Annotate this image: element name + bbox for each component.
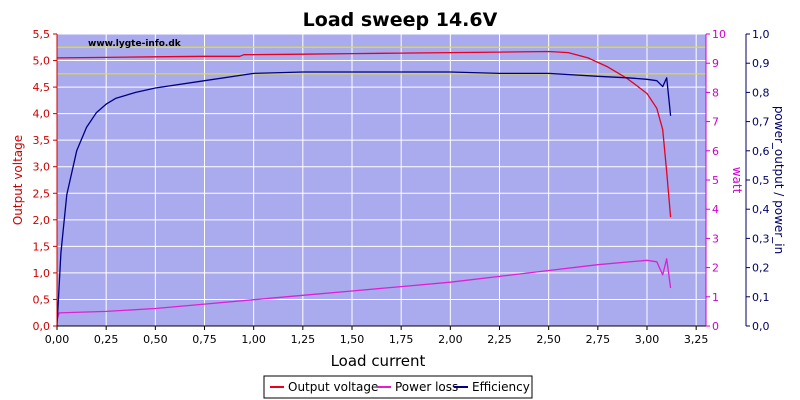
- x-tick-label: 2,75: [586, 333, 611, 346]
- x-tick-label: 2,25: [487, 333, 512, 346]
- watermark: www.lygte-info.dk: [88, 39, 182, 49]
- y-right1-tick-label: 10: [712, 28, 726, 41]
- y-left-tick-label: 1,0: [33, 267, 51, 280]
- y-left-tick-label: 4,5: [33, 81, 51, 94]
- y-right2-tick-label: 0,0: [752, 320, 770, 333]
- x-tick-label: 3,00: [635, 333, 660, 346]
- legend: Output voltage Power loss Efficiency: [263, 375, 533, 399]
- x-axis-label: Load current: [331, 352, 426, 370]
- x-tick-label: 0,50: [143, 333, 168, 346]
- y-axis-left-label: Output voltage: [11, 135, 25, 225]
- legend-box: [263, 375, 533, 399]
- series-line: [56, 50, 672, 218]
- y-right1-tick-label: 7: [712, 116, 719, 129]
- x-tick-label: 0,25: [94, 333, 119, 346]
- x-tick-label: 0,00: [45, 333, 70, 346]
- legend-item-label: Efficiency: [472, 380, 530, 394]
- y-left-tick-label: 3,5: [33, 134, 51, 147]
- legend-item-label: Power loss: [395, 380, 458, 394]
- x-tick-label: 1,75: [389, 333, 414, 346]
- plot-area: [56, 33, 706, 327]
- y-right2-tick-label: 0,7: [752, 116, 770, 129]
- series-line: [56, 71, 672, 327]
- legend-item-label: Output voltage: [288, 380, 378, 394]
- y-right1-tick-label: 8: [712, 86, 719, 99]
- y-left-tick-label: 5,5: [33, 28, 51, 41]
- y-left-tick-label: 0,5: [33, 293, 51, 306]
- y-axis-right1-label: watt: [730, 167, 744, 194]
- y-right2-tick-label: 0,3: [752, 232, 770, 245]
- y-right2-tick-label: 0,5: [752, 174, 770, 187]
- x-tick-label: 1,00: [241, 333, 266, 346]
- chart-title: Load sweep 14.6V: [303, 9, 498, 31]
- y-right2-tick-label: 0,1: [752, 291, 770, 304]
- axes: 0,00 0,25 0,50 0,75 1,00 1,25 1,50 1,75 2,00 2,25…: [33, 28, 770, 346]
- x-tick-label: 1,25: [291, 333, 316, 346]
- y-axis-right2-label: power_output / power_in: [772, 106, 786, 254]
- x-tick-label: 2,50: [536, 333, 561, 346]
- y-left-tick-label: 2,5: [33, 187, 51, 200]
- x-tick-label: 0,75: [192, 333, 217, 346]
- y-left-tick-label: 4,0: [33, 108, 51, 121]
- y-left-tick-label: 5,0: [33, 55, 51, 68]
- y-right2-tick-label: 0,2: [752, 262, 770, 275]
- plot-background: [57, 34, 706, 326]
- x-tick-label: 3,25: [684, 333, 709, 346]
- y-right1-tick-label: 9: [712, 57, 719, 70]
- y-right1-tick-label: 0: [712, 320, 719, 333]
- y-right1-tick-label: 2: [712, 262, 719, 275]
- x-tick-label: 2,00: [438, 333, 463, 346]
- y-right2-tick-label: 0,6: [752, 145, 770, 158]
- series-line: [56, 258, 672, 321]
- y-right2-tick-label: 1,0: [752, 28, 770, 41]
- y-left-tick-label: 1,5: [33, 240, 51, 253]
- x-tick-label: 1,50: [340, 333, 365, 346]
- y-right1-tick-label: 4: [712, 203, 719, 216]
- y-left-tick-label: 2,0: [33, 214, 51, 227]
- y-right1-tick-label: 3: [712, 232, 719, 245]
- y-left-tick-label: 0,0: [33, 320, 51, 333]
- y-right2-tick-label: 0,8: [752, 86, 770, 99]
- y-right1-tick-label: 1: [712, 291, 719, 304]
- y-right2-tick-label: 0,9: [752, 57, 770, 70]
- y-left-tick-label: 3,0: [33, 161, 51, 174]
- y-right1-tick-label: 5: [712, 174, 719, 187]
- y-right1-tick-label: 6: [712, 145, 719, 158]
- y-right2-tick-label: 0,4: [752, 203, 770, 216]
